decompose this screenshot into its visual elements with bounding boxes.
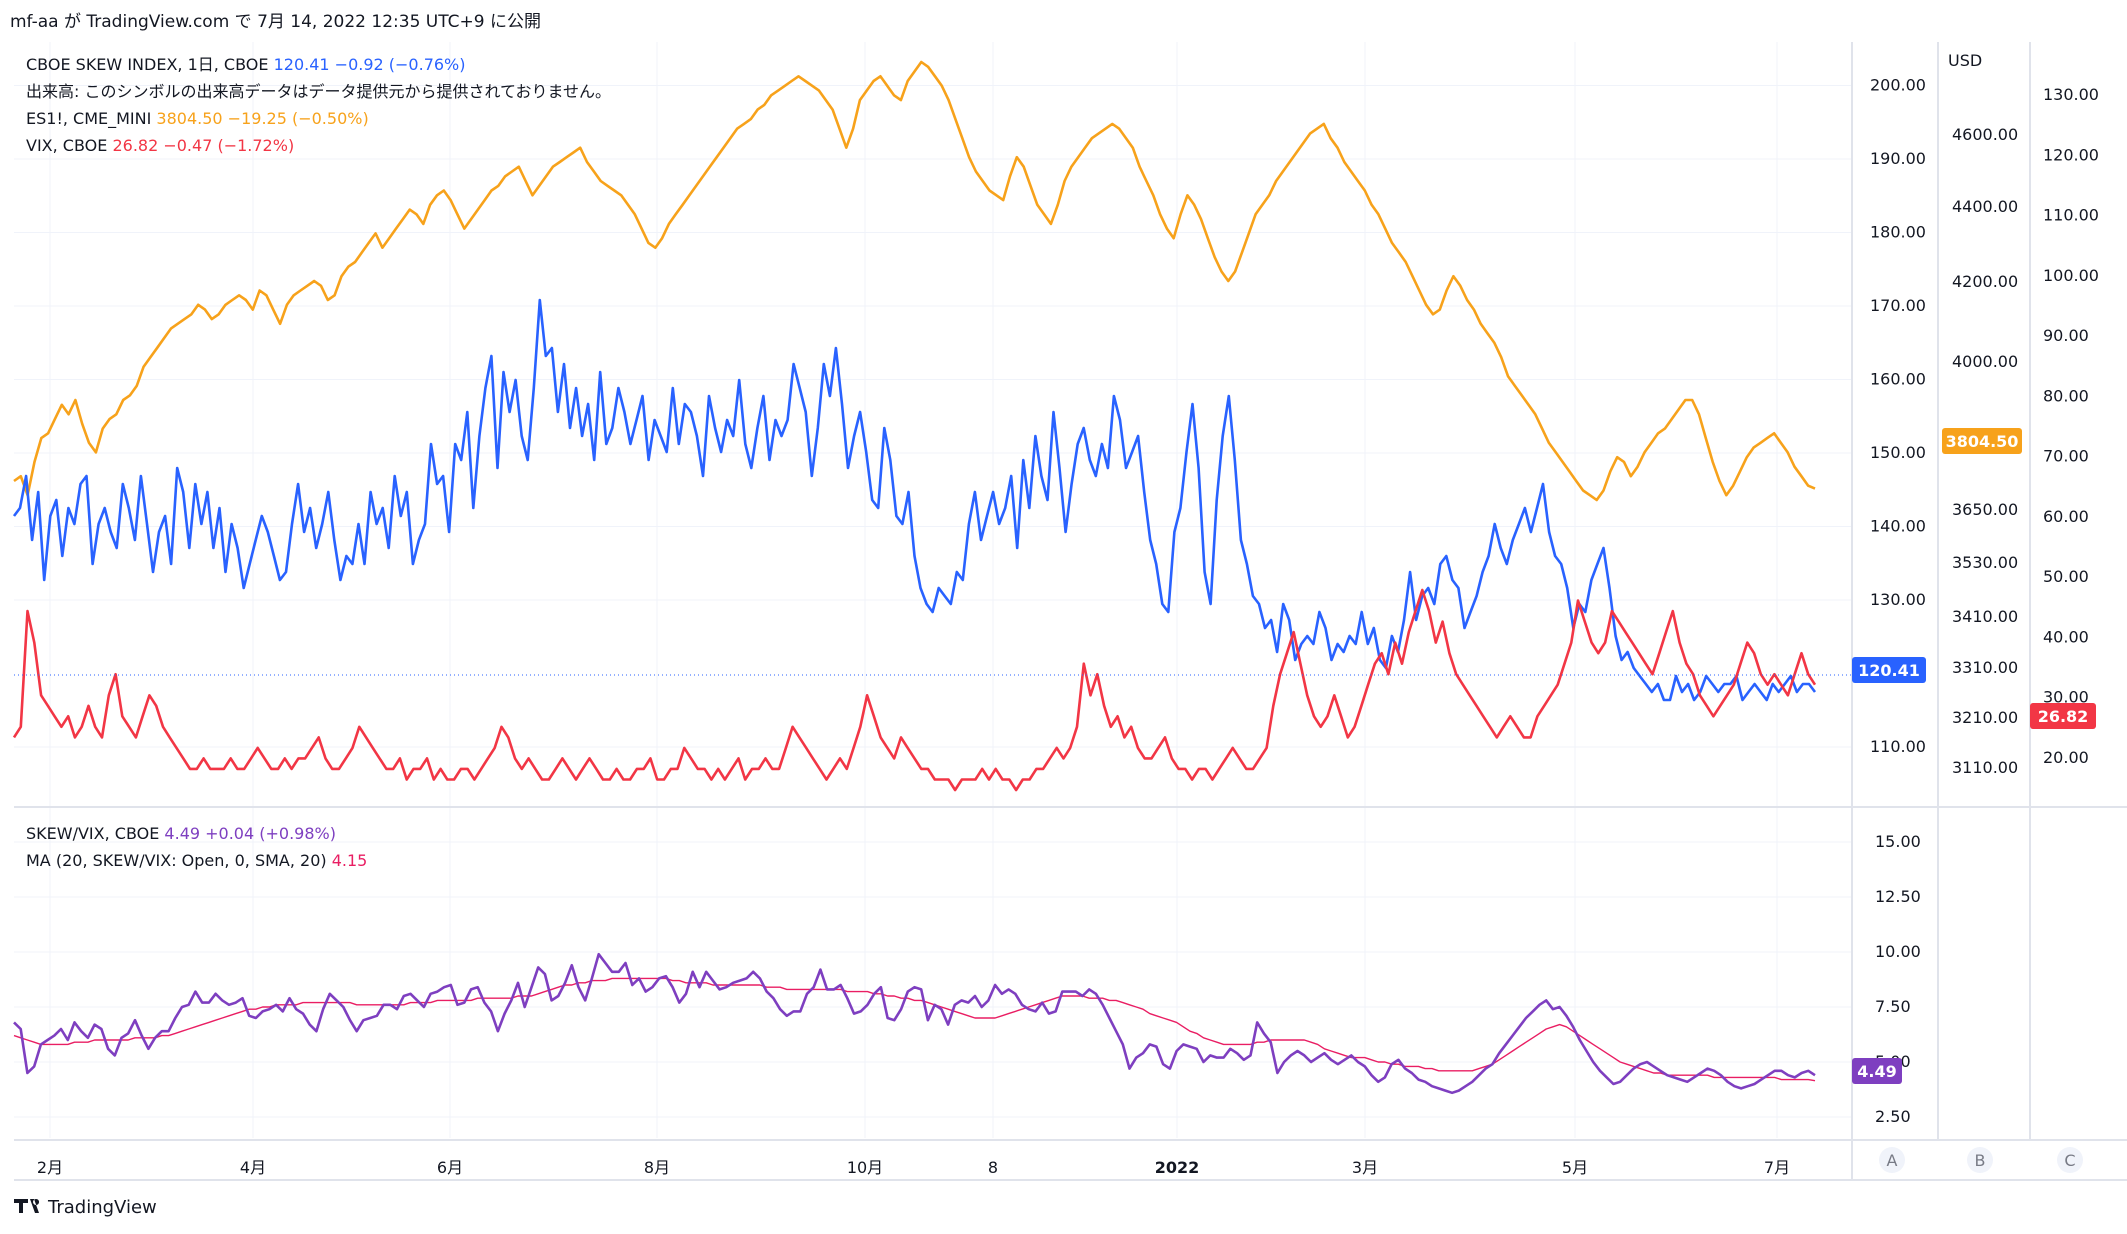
legend-value: 26.82 −0.47 (−1.72%) [112, 136, 294, 155]
legend-label: 出来高: このシンボルの出来高データはデータ提供元から提供されておりません。 [26, 82, 611, 101]
series-line-es1-[interactable] [13, 60, 1816, 502]
axis-button-a[interactable]: A [1879, 1147, 1905, 1173]
axis-c-tick: 130.00 [2043, 85, 2099, 104]
axis-c-tick: 60.00 [2043, 507, 2089, 526]
legend-label: MA (20, SKEW/VIX: Open, 0, SMA, 20) [26, 851, 332, 870]
axis-button-c[interactable]: C [2057, 1147, 2083, 1173]
legend-label: ES1!, CME_MINI [26, 109, 156, 129]
price-badges: 3804.50 120.41 26.82 4.49 [1852, 428, 2096, 1084]
tradingview-logo-icon [14, 1199, 40, 1213]
price-badge-skew [1852, 657, 1926, 683]
axis-b-tick: 3650.00 [1952, 500, 2018, 519]
x-tick-label: 8月 [644, 1158, 670, 1177]
axis-button-a-label: A [1887, 1151, 1898, 1170]
x-tick-label: 10月 [847, 1158, 883, 1177]
series-line-vix[interactable] [12, 588, 1817, 792]
x-tick-label: 2月 [37, 1158, 63, 1177]
price-badge-es [1942, 428, 2022, 454]
legend-entry[interactable]: 出来高: このシンボルの出来高データはデータ提供元から提供されておりません。 [26, 82, 611, 101]
grid [14, 42, 1852, 1138]
legend-value: 4.49 +0.04 (+0.98%) [164, 824, 336, 843]
main-pane[interactable] [14, 42, 1852, 806]
axis-ticks: 2月 4月 6月 8月 10月 8 2022 3月 5月 7月 200.00 190.00 180.00… [37, 76, 2099, 1178]
axis-c-tick: 100.00 [2043, 266, 2099, 285]
axis-c-tick: 110.00 [2043, 206, 2099, 225]
sub-axis-tick: 10.00 [1875, 942, 1921, 961]
axis-c-tick: 80.00 [2043, 386, 2089, 405]
footer-brand: TradingView [47, 1197, 157, 1218]
price-badge-es-text: 3804.50 [1946, 432, 2019, 451]
series-line-cboe-skew-index[interactable] [12, 298, 1817, 702]
legend-label: CBOE SKEW INDEX, 1日, CBOE [26, 55, 274, 74]
axis-a-tick: 180.00 [1870, 223, 1926, 242]
axis-a-tick: 190.00 [1870, 149, 1926, 168]
x-tick-label: 5月 [1562, 1158, 1588, 1177]
axis-c-tick: 90.00 [2043, 326, 2089, 345]
legend-value: 4.15 [332, 851, 368, 870]
axis-c-tick: 120.00 [2043, 145, 2099, 164]
legend-entry[interactable]: MA (20, SKEW/VIX: Open, 0, SMA, 20) 4.15 [26, 851, 367, 870]
legend-value: 120.41 −0.92 (−0.76%) [274, 55, 466, 74]
axis-b-tick: 4400.00 [1952, 197, 2018, 216]
axis-a-tick: 130.00 [1870, 590, 1926, 609]
axis-c-tick: 50.00 [2043, 567, 2089, 586]
axis-b-tick: 3110.00 [1952, 758, 2018, 777]
series-line-ma-20-skew-vix-open-0-sma-20-[interactable] [13, 977, 1816, 1082]
axis-a-tick: 110.00 [1870, 737, 1926, 756]
x-tick-label: 7月 [1764, 1158, 1790, 1177]
sub-axis-tick: 7.50 [1875, 997, 1911, 1016]
legend-entry[interactable]: ES1!, CME_MINI 3804.50 −19.25 (−0.50%) [26, 109, 369, 129]
series-line-skew-vix[interactable] [13, 952, 1816, 1095]
price-badge-ratio [1852, 1058, 1902, 1084]
price-badge-vix-text: 26.82 [2038, 707, 2089, 726]
legend-entry[interactable]: VIX, CBOE 26.82 −0.47 (−1.72%) [26, 136, 294, 155]
axis-c-tick: 70.00 [2043, 447, 2089, 466]
axis-a-tick: 170.00 [1870, 296, 1926, 315]
published-line: mf-aa が TradingView.com で 7月 14, 2022 12… [10, 12, 541, 32]
price-badge-ratio-text: 4.49 [1857, 1062, 1896, 1081]
legend-label: VIX, CBOE [26, 136, 112, 155]
price-badge-skew-text: 120.41 [1858, 661, 1920, 680]
axis-a-tick: 160.00 [1870, 370, 1926, 389]
x-tick-label: 3月 [1352, 1158, 1378, 1177]
axis-button-b[interactable]: B [1967, 1147, 1993, 1173]
axis-button-c-label: C [2064, 1151, 2075, 1170]
sub-pane[interactable] [14, 808, 1852, 1138]
legend: CBOE SKEW INDEX, 1日, CBOE 120.41 −0.92 (… [26, 55, 611, 870]
tradingview-logo[interactable]: TradingView [14, 1197, 157, 1218]
axis-button-b-label: B [1975, 1151, 1986, 1170]
x-tick-label: 6月 [437, 1158, 463, 1177]
axis-c-tick: 30.00 [2043, 688, 2089, 707]
axis-b-tick: 4200.00 [1952, 272, 2018, 291]
axis-a-tick: 200.00 [1870, 76, 1926, 95]
legend-value: 3804.50 −19.25 (−0.50%) [156, 109, 368, 128]
sub-axis-tick: 12.50 [1875, 887, 1921, 906]
legend-label: SKEW/VIX, CBOE [26, 824, 164, 843]
axis-b-tick: 3410.00 [1952, 607, 2018, 626]
x-tick-label: 4月 [240, 1158, 266, 1177]
sub-axis-tick: 15.00 [1875, 832, 1921, 851]
axis-b-tick: 4000.00 [1952, 352, 2018, 371]
legend-entry[interactable]: SKEW/VIX, CBOE 4.49 +0.04 (+0.98%) [26, 824, 336, 843]
x-tick-label: 2022 [1155, 1158, 1200, 1177]
axis-b-tick: 4600.00 [1952, 125, 2018, 144]
axis-c-tick: 40.00 [2043, 627, 2089, 646]
axis-a-tick: 140.00 [1870, 517, 1926, 536]
legend-entry[interactable]: CBOE SKEW INDEX, 1日, CBOE 120.41 −0.92 (… [26, 55, 466, 74]
series-layer [12, 60, 1852, 1095]
axis-b-tick: 3210.00 [1952, 708, 2018, 727]
sub-axis-tick: 2.50 [1875, 1107, 1911, 1126]
axis-b-tick: 3310.00 [1952, 658, 2018, 677]
axis-c-tick: 20.00 [2043, 748, 2089, 767]
price-badge-vix [2030, 703, 2096, 729]
x-tick-label: 8 [988, 1158, 998, 1177]
usd-label: USD [1948, 51, 1982, 70]
axis-b-tick: 3530.00 [1952, 553, 2018, 572]
axis-a-tick: 150.00 [1870, 443, 1926, 462]
